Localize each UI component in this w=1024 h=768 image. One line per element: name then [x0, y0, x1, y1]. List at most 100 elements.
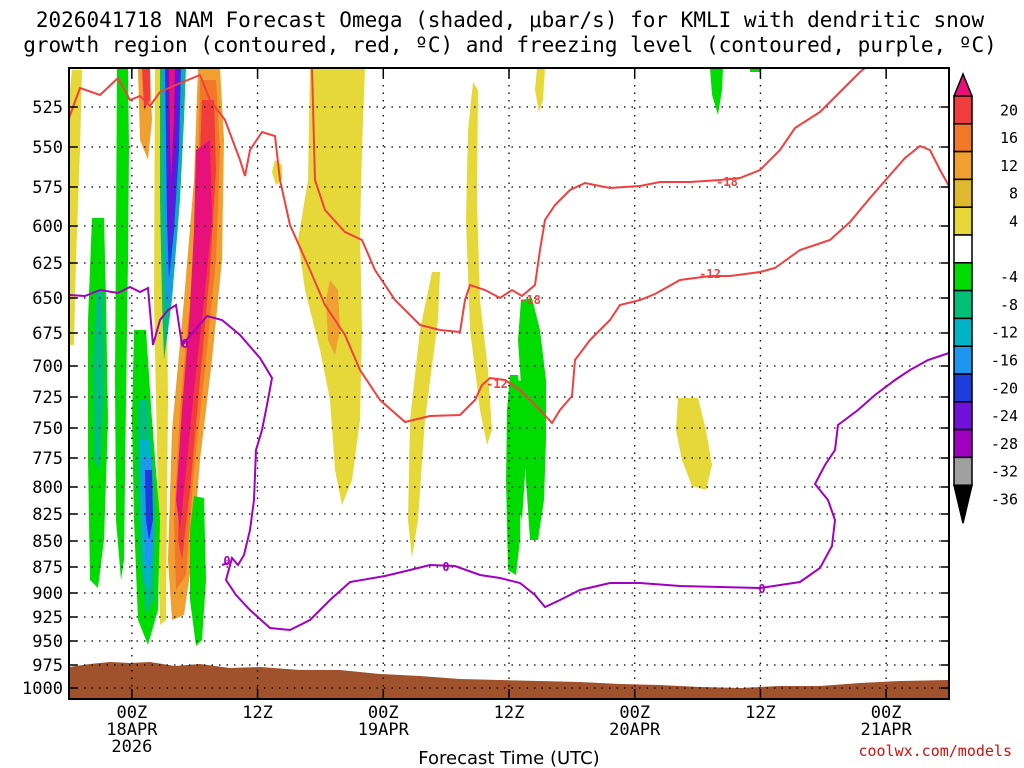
colorbar-bottom-arrow: [953, 484, 973, 524]
y-tick-label: 550: [32, 138, 63, 158]
omega-region-green-9: [517, 380, 526, 520]
colorbar-swatch: [953, 234, 973, 264]
x-tick-label: 18APR: [106, 720, 158, 740]
x-tick-label: 21APR: [861, 720, 913, 740]
colorbar-swatch: [953, 95, 973, 125]
x-tick-label: 12Z: [745, 703, 776, 723]
y-tick-label: 875: [32, 558, 63, 578]
colorbar: 20 16 12 8 4 -4 -8 -12 -16 -20 -24 -28 -32 -36: [952, 72, 1018, 524]
colorbar-swatch: [953, 428, 973, 459]
y-tick-label: 650: [32, 289, 63, 309]
colorbar-label: -24: [991, 407, 1018, 425]
omega-shading: [69, 68, 949, 699]
freezing-level-contour: [68, 285, 950, 632]
y-tick-label: 725: [32, 388, 63, 408]
omega-region-green-7: [710, 68, 723, 115]
colorbar-swatch: [953, 206, 973, 236]
x-tick-label: 00Z: [368, 703, 399, 723]
y-axis: 525 550 575 600 625 650 675 700 725 750 775 800 825 8…: [22, 98, 949, 699]
colorbar-label: 16: [1000, 129, 1018, 147]
colorbar-swatch: [953, 401, 973, 431]
x-tick-label: 20APR: [609, 720, 661, 740]
y-tick-label: 750: [32, 419, 63, 439]
y-tick-label: 675: [32, 324, 63, 344]
colorbar-label: -12: [991, 324, 1018, 342]
colorbar-swatch: [953, 150, 973, 181]
y-tick-label: 700: [32, 357, 63, 377]
contour-label-zero-c: 0: [442, 560, 449, 574]
colorbar-label: -28: [991, 435, 1018, 453]
omega-region-green-5: [518, 298, 546, 540]
omega-region-yellow-5: [535, 68, 545, 112]
x-tick-label: 19APR: [358, 720, 410, 740]
y-tick-label: 850: [32, 532, 63, 552]
omega-region-yellow-1: [70, 70, 82, 345]
omega-region-green-6: [506, 375, 521, 575]
contour-label-minus18-a: -18: [716, 175, 738, 189]
y-tick-label: 825: [32, 505, 63, 525]
contours: [68, 67, 950, 632]
omega-region-yellow-6: [676, 398, 712, 490]
y-tick-label: 800: [32, 478, 63, 498]
contour-label-minus12-a: -12: [699, 267, 721, 281]
contour-label-zero-b: 0: [223, 554, 230, 568]
y-tick-label: 625: [32, 254, 63, 274]
y-tick-label: 950: [32, 632, 63, 652]
omega-region-yellow-3: [408, 272, 440, 558]
chart-title-line-1: 2026041718 NAM Forecast Omega (shaded, μ…: [36, 8, 985, 32]
credit-text: coolwx.com/models: [858, 742, 1012, 760]
colorbar-swatch: [953, 262, 973, 292]
colorbar-label: -32: [991, 463, 1018, 481]
x-tick-label: 12Z: [494, 703, 525, 723]
x-axis-label: Forecast Time (UTC): [418, 748, 599, 768]
omega-region-dark-blue-1: [145, 470, 153, 540]
colorbar-swatch: [953, 317, 973, 347]
y-tick-label: 600: [32, 217, 63, 237]
freezing-level-contour-short: [221, 562, 229, 566]
y-tick-label: 925: [32, 608, 63, 628]
colorbar-swatch: [953, 123, 973, 153]
y-tick-label: 775: [32, 449, 63, 469]
colorbar-label: 20: [1000, 101, 1018, 119]
colorbar-swatch: [953, 456, 973, 486]
colorbar-swatch: [953, 178, 973, 208]
omega-region-green-4: [190, 496, 206, 646]
colorbar-label: -20: [991, 379, 1018, 397]
chart-title-line-2: growth region (contoured, red, ºC) and f…: [23, 33, 997, 57]
x-tick-label: 2026: [111, 737, 152, 757]
colorbar-swatch: [953, 373, 973, 403]
dgz-contour-minus12-west: [68, 73, 950, 425]
y-tick-label: 525: [32, 98, 63, 118]
colorbar-swatch: [953, 345, 973, 375]
y-tick-label: 975: [32, 656, 63, 676]
colorbar-label: -4: [1000, 268, 1018, 286]
omega-region-green-1: [115, 68, 129, 580]
dgz-contour-minus18-west: [311, 67, 866, 334]
colorbar-label: -16: [991, 352, 1018, 370]
contour-label-zero-a: 0: [181, 337, 188, 351]
colorbar-label: 4: [1009, 213, 1018, 231]
y-tick-label: 575: [32, 178, 63, 198]
omega-region-magenta-2: [169, 68, 175, 180]
colorbar-label: -8: [1000, 296, 1018, 314]
omega-region-magenta-1: [176, 140, 212, 530]
omega-region-yellow-4: [466, 82, 492, 445]
colorbar-label: -36: [991, 491, 1018, 509]
contour-label-minus12-b: -12: [486, 377, 508, 391]
omega-region-teal-1: [93, 290, 104, 470]
y-tick-label: 900: [32, 584, 63, 604]
colorbar-label: 8: [1009, 185, 1018, 203]
terrain-below-ground: [69, 662, 949, 699]
y-tick-label: 1000: [22, 679, 63, 699]
colorbar-top-arrow: [952, 72, 974, 97]
contour-labels: -18 -18 -12 -12 0 0 0 0: [181, 175, 765, 596]
x-tick-label: 00Z: [871, 703, 902, 723]
x-tick-label: 00Z: [116, 703, 147, 723]
contour-label-zero-d: 0: [758, 582, 765, 596]
x-tick-label: 12Z: [242, 703, 273, 723]
contour-label-minus18-b: -18: [519, 293, 541, 307]
colorbar-swatch: [953, 289, 973, 320]
colorbar-label: 12: [1000, 157, 1018, 175]
